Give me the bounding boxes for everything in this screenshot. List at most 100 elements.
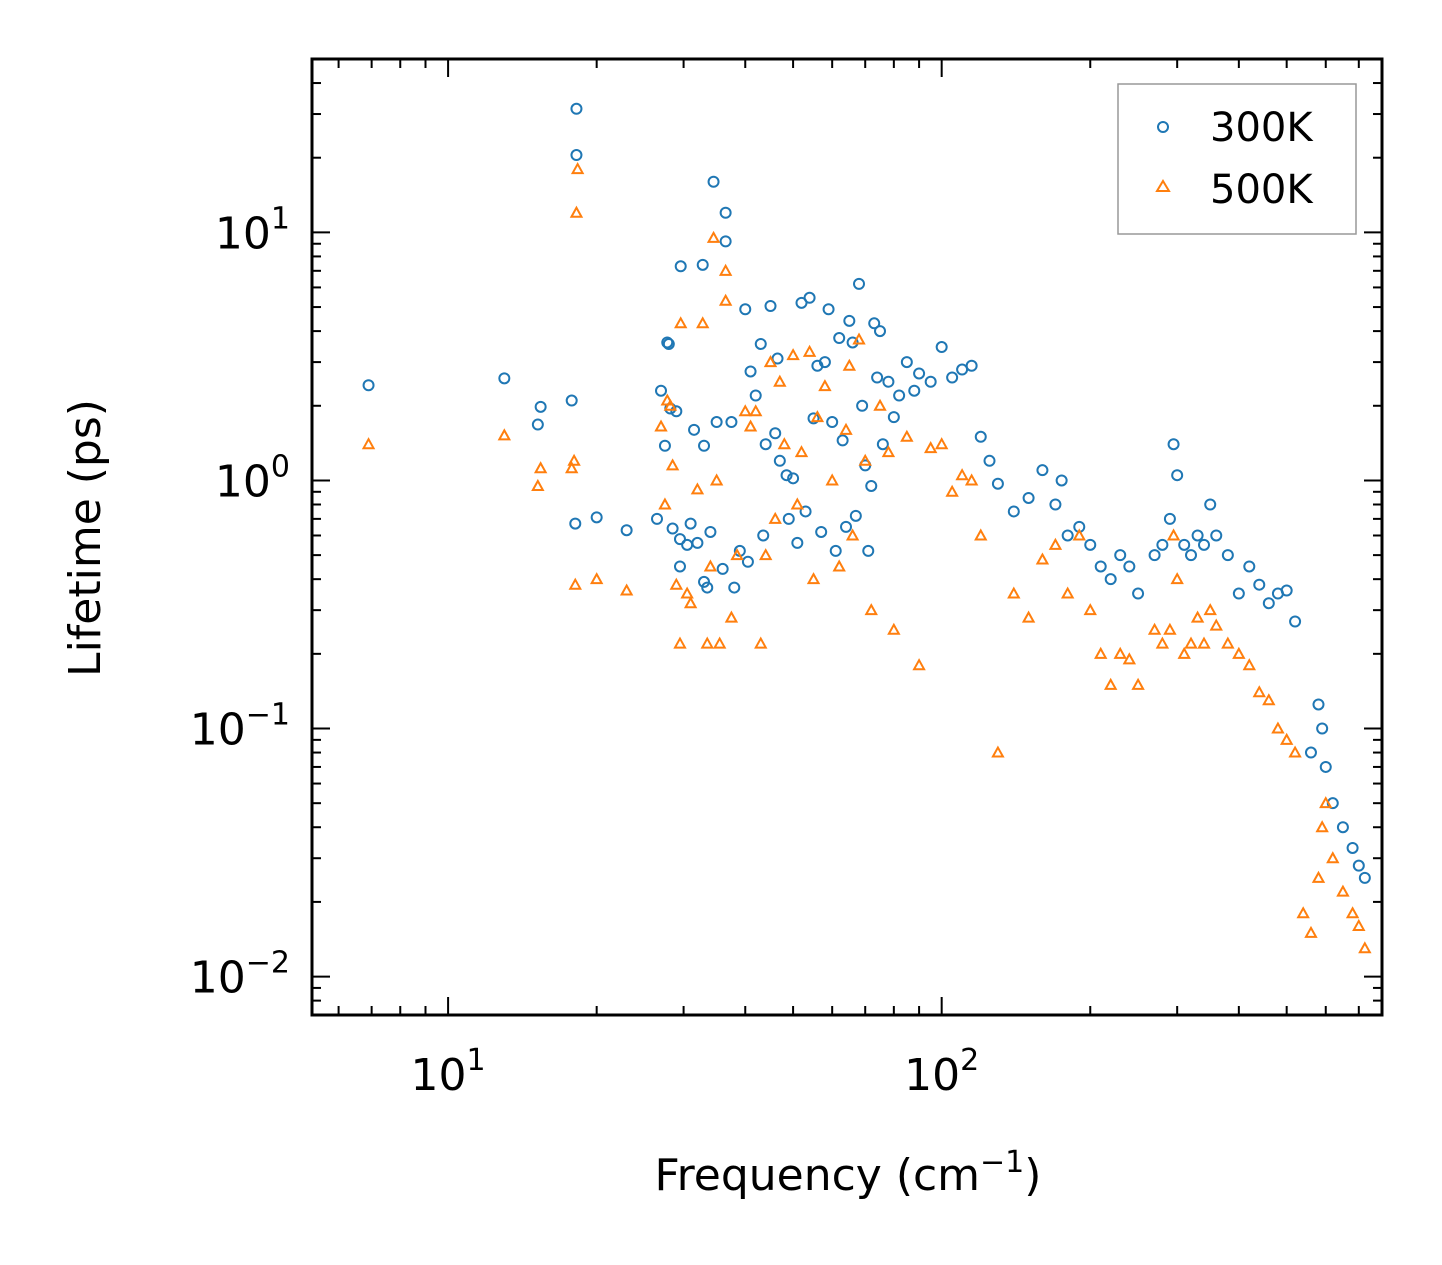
point-300K xyxy=(791,536,804,549)
x-tick-labels: 101 102 xyxy=(411,1043,980,1101)
point-300K xyxy=(684,517,697,530)
point-500K xyxy=(945,484,959,497)
point-500K xyxy=(1184,636,1198,649)
point-500K xyxy=(1304,925,1318,938)
point-500K xyxy=(842,358,857,371)
point-500K xyxy=(845,528,860,541)
y-axis-label: Lifetime (ps) xyxy=(60,399,111,677)
point-300K xyxy=(1171,469,1184,482)
point-300K xyxy=(1185,549,1198,562)
point-300K xyxy=(843,314,856,327)
point-300K xyxy=(698,439,711,452)
point-300K xyxy=(1346,841,1359,854)
point-300K xyxy=(829,544,842,557)
point-300K xyxy=(908,384,921,397)
point-300K xyxy=(1156,538,1169,551)
point-300K xyxy=(681,538,694,551)
point-500K xyxy=(964,473,979,486)
point-500K xyxy=(497,428,512,441)
point-500K xyxy=(1262,693,1276,706)
point-300K xyxy=(670,405,683,418)
point-300K xyxy=(1210,529,1223,542)
point-300K xyxy=(913,367,926,380)
point-300K xyxy=(965,359,978,372)
point-500K xyxy=(1336,884,1350,897)
point-300K xyxy=(1289,615,1302,628)
point-500K xyxy=(887,622,901,635)
point-500K xyxy=(768,511,782,524)
point-300K xyxy=(822,303,835,316)
point-500K xyxy=(1072,528,1086,541)
point-300K xyxy=(565,394,578,407)
point-500K xyxy=(1122,652,1137,665)
point-300K xyxy=(991,477,1004,490)
series-300K xyxy=(362,102,1371,884)
legend-box xyxy=(1117,83,1357,235)
point-500K xyxy=(1209,618,1223,631)
point-500K xyxy=(810,410,825,423)
legend: 300K 500K xyxy=(1117,83,1357,235)
point-500K xyxy=(570,162,585,175)
point-500K xyxy=(1296,906,1310,919)
point-300K xyxy=(1312,698,1325,711)
point-500K xyxy=(1170,572,1184,585)
legend-label-300k: 300K xyxy=(1210,105,1314,151)
point-300K xyxy=(862,544,875,557)
point-300K xyxy=(1352,859,1365,872)
y-tick-label: 10−2 xyxy=(190,946,290,1004)
point-500K xyxy=(706,230,721,243)
point-500K xyxy=(763,355,778,368)
point-300K xyxy=(1123,560,1136,573)
point-500K xyxy=(818,379,832,392)
point-300K xyxy=(673,533,686,546)
point-300K xyxy=(1198,538,1211,551)
point-300K xyxy=(833,332,846,345)
point-300K xyxy=(865,479,878,492)
point-300K xyxy=(701,581,714,594)
point-500K xyxy=(1358,941,1372,954)
point-300K xyxy=(1049,498,1062,511)
point-300K xyxy=(826,416,839,429)
point-300K xyxy=(983,454,996,467)
point-500K xyxy=(569,205,584,218)
point-300K xyxy=(974,430,987,443)
point-500K xyxy=(696,316,710,329)
point-300K xyxy=(1178,538,1191,551)
point-500K xyxy=(1103,677,1118,690)
point-300K xyxy=(853,277,866,290)
point-300K xyxy=(836,434,849,447)
point-300K xyxy=(1304,746,1317,759)
point-500K xyxy=(1035,552,1050,565)
point-300K xyxy=(1084,538,1097,551)
series-500K xyxy=(361,162,1372,954)
point-300K xyxy=(780,469,793,482)
point-300K xyxy=(782,512,795,525)
point-300K xyxy=(764,299,777,312)
point-500K xyxy=(709,473,724,486)
point-500K xyxy=(773,374,787,387)
point-300K xyxy=(1114,549,1127,562)
point-300K xyxy=(1094,560,1107,573)
data-points xyxy=(361,102,1372,954)
point-300K xyxy=(849,509,862,522)
point-300K xyxy=(1316,722,1329,735)
point-300K xyxy=(1022,491,1035,504)
point-500K xyxy=(881,445,896,458)
plot-frame xyxy=(310,57,1384,1017)
point-300K xyxy=(1104,573,1117,586)
point-500K xyxy=(1345,906,1360,919)
point-300K xyxy=(1055,474,1068,487)
point-300K xyxy=(1148,549,1161,562)
point-500K xyxy=(712,636,727,649)
point-500K xyxy=(683,596,698,609)
point-500K xyxy=(786,348,800,361)
point-300K xyxy=(749,389,762,402)
point-300K xyxy=(1191,529,1204,542)
point-300K xyxy=(773,454,786,467)
point-500K xyxy=(852,332,866,345)
point-500K xyxy=(832,559,846,572)
point-500K xyxy=(673,636,687,649)
point-300K xyxy=(719,206,732,219)
point-500K xyxy=(934,437,949,450)
point-300K xyxy=(868,317,881,330)
